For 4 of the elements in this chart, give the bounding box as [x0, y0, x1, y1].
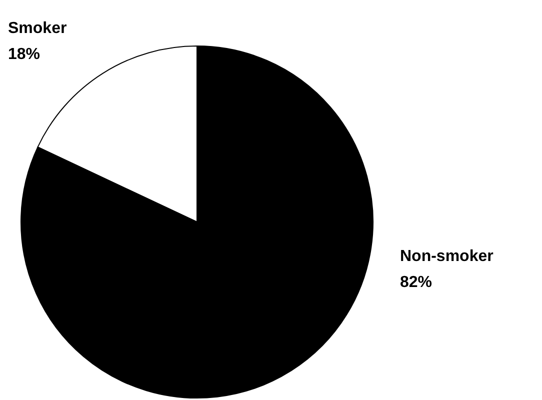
data-label: 18% — [8, 46, 40, 63]
slice-label: Non-smoker — [400, 248, 494, 265]
slice-label: Smoker — [8, 20, 67, 37]
data-label: 82% — [400, 274, 432, 291]
